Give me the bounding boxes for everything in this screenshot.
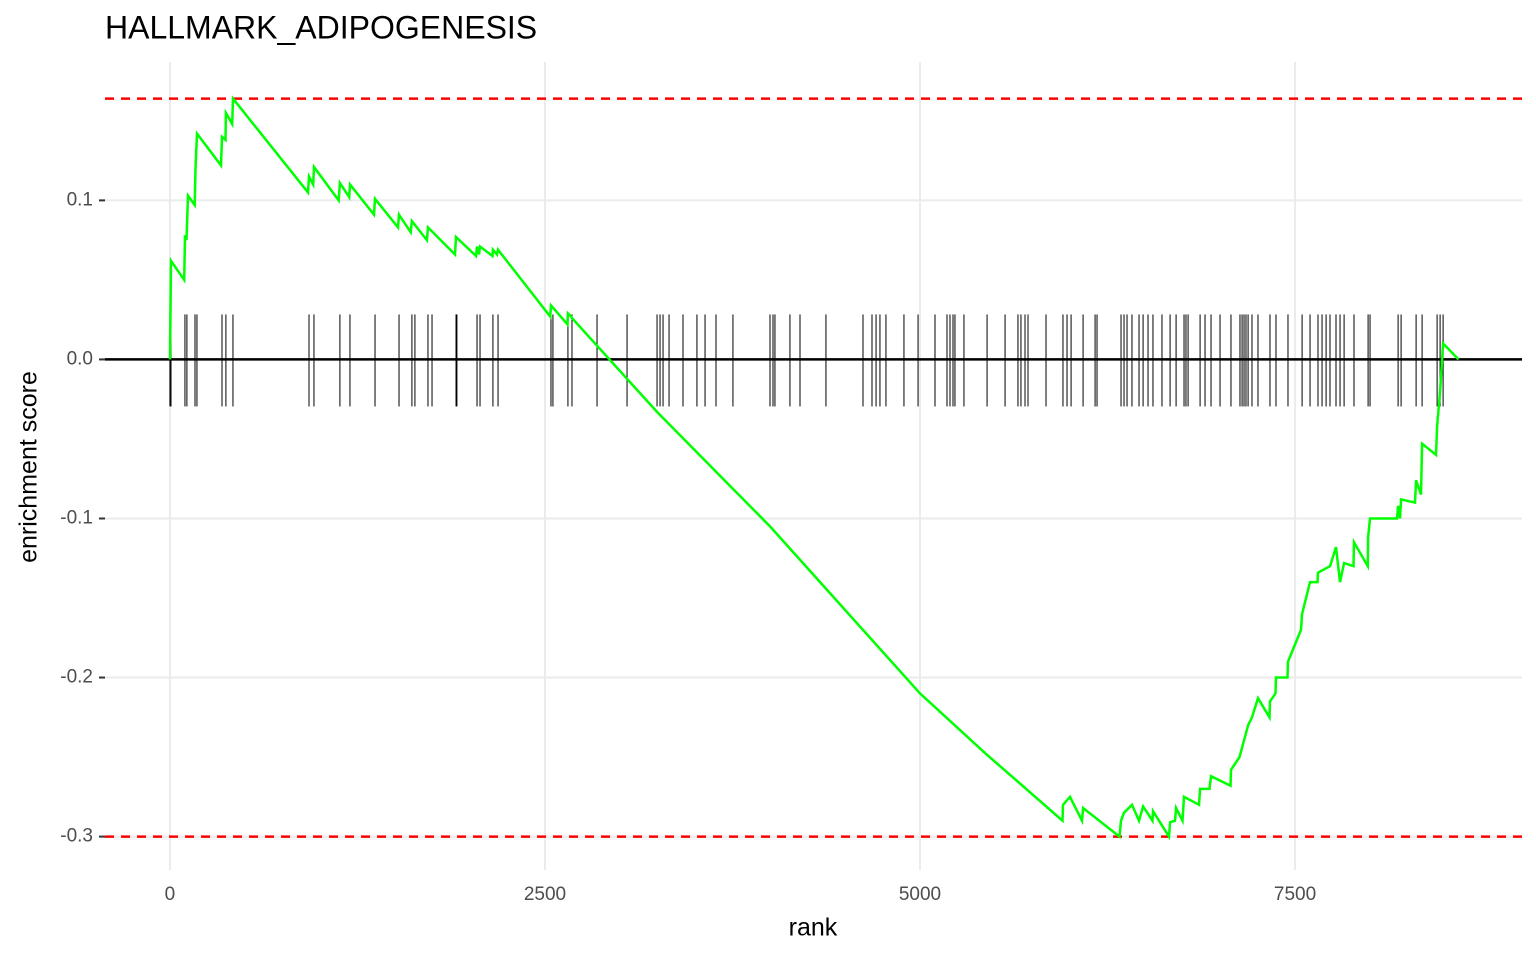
x-tick-label: 0 [165,884,176,905]
y-tick-label: -0.2 [60,667,93,688]
x-tick-label: 7500 [1274,884,1316,905]
x-tick-label: 5000 [899,884,941,905]
x-axis-label: rank [789,914,838,942]
y-tick-label: -0.3 [60,826,93,847]
y-tick-label: 0.1 [67,189,93,210]
y-tick-label: 0.0 [67,348,93,369]
chart-title: HALLMARK_ADIPOGENESIS [105,9,537,45]
y-tick-label: -0.1 [60,508,93,529]
enrichment-curve [168,95,1460,841]
y-axis-label: enrichment score [15,371,43,563]
x-tick-label: 2500 [524,884,566,905]
